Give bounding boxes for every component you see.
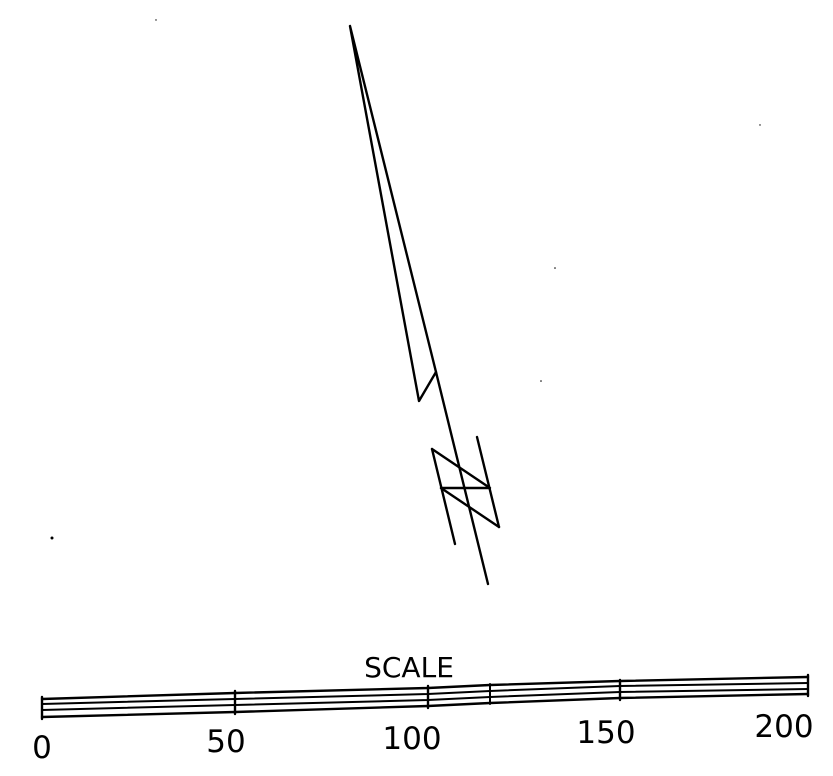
speck [155,19,157,21]
scale-title: SCALE [364,651,454,684]
scale-label-50: 50 [206,724,245,760]
scale-bar-line-1 [41,682,809,705]
needle-right-rail [475,435,501,529]
scale-bar-top-edge [40,675,810,701]
needle-zigzag-upper [430,447,492,490]
scale-bar: SCALE 0 50 100 150 200 [32,651,813,766]
scale-label-100: 100 [382,721,441,757]
scale-label-0: 0 [32,730,52,766]
needle-upper-wedge [348,24,438,403]
scale-label-200: 200 [754,709,813,745]
scale-bar-bottom-edge [40,692,810,719]
needle-left-rail [430,447,457,546]
speck [540,380,542,382]
speck [554,267,556,269]
needle-shaft [434,370,490,586]
speck [759,124,761,126]
scale-bar-line-2 [41,688,809,711]
speck [50,536,54,540]
needle-figure [348,24,501,586]
scan-specks [50,19,761,540]
needle-zigzag-lower [439,486,501,529]
scale-label-150: 150 [576,715,635,751]
